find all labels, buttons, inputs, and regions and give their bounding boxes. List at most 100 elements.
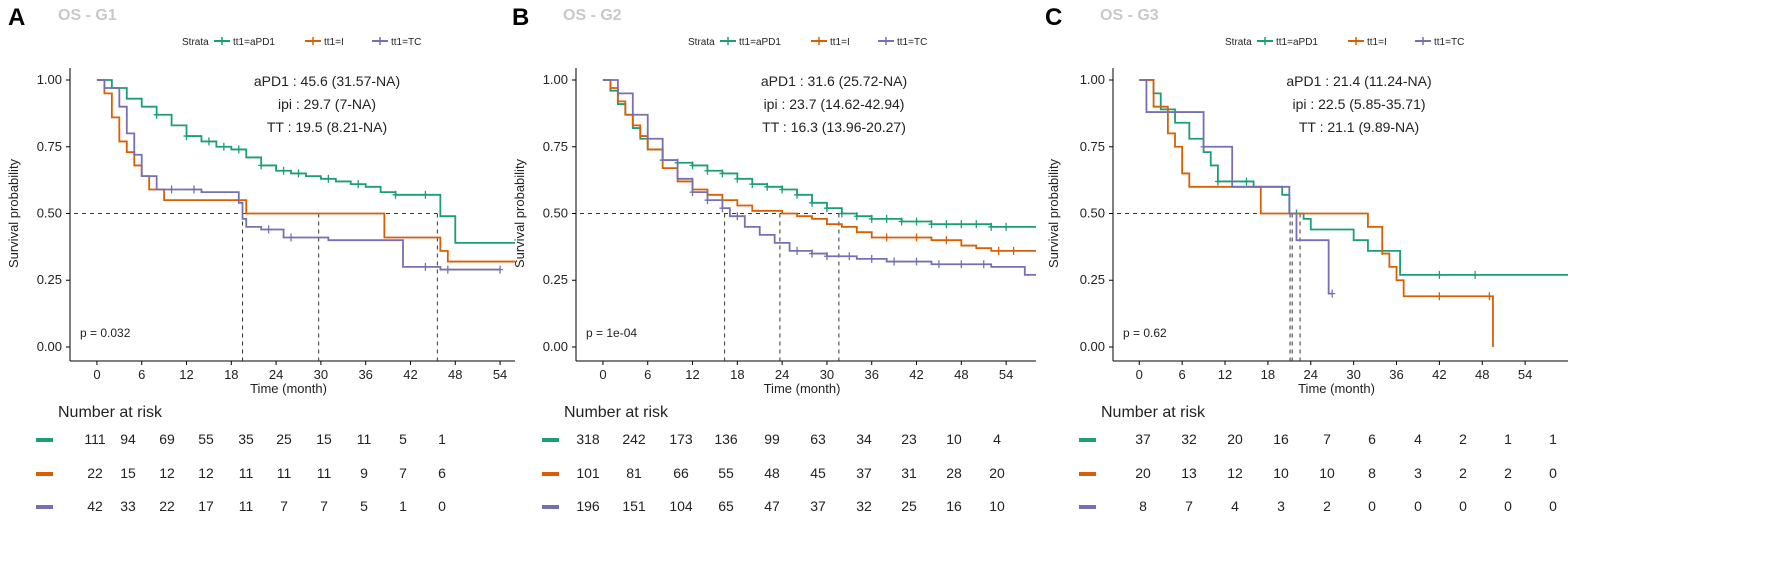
risk-value: 7 <box>1323 431 1331 447</box>
risk-value: 5 <box>399 431 407 447</box>
series-tt1-tc <box>96 79 504 274</box>
y-tick-label: 0.00 <box>543 339 568 354</box>
x-tick-label: 12 <box>179 367 193 382</box>
risk-value: 12 <box>198 465 214 481</box>
risk-value: 12 <box>159 465 175 481</box>
x-tick-label: 36 <box>864 367 878 382</box>
risk-value: 15 <box>120 465 136 481</box>
risk-value: 47 <box>764 498 780 514</box>
y-axis-title: Survival probability <box>512 158 527 268</box>
risk-value: 9 <box>360 465 368 481</box>
x-tick-label: 18 <box>1261 367 1275 382</box>
legend-label-tt1-apd1: tt1=aPD1 <box>1276 37 1318 48</box>
risk-value: 42 <box>87 498 103 514</box>
x-tick-label: 48 <box>954 367 968 382</box>
risk-value: 55 <box>198 431 214 447</box>
panel-letter: C <box>1045 4 1062 31</box>
risk-value: 16 <box>1273 431 1289 447</box>
risk-value: 2 <box>1459 431 1467 447</box>
risk-row-color-key <box>1079 505 1096 509</box>
risk-value: 0 <box>1459 498 1467 514</box>
risk-table-title: Number at risk <box>564 404 669 421</box>
risk-row-color-key <box>542 438 559 442</box>
risk-value: 0 <box>1549 465 1557 481</box>
risk-row-color-key <box>542 505 559 509</box>
panel-letter: B <box>512 4 529 31</box>
risk-value: 35 <box>238 431 254 447</box>
risk-value: 10 <box>1273 465 1289 481</box>
risk-value: 6 <box>438 465 446 481</box>
series-tt1-i <box>1139 79 1494 347</box>
median-annotation: ipi : 22.5 (5.85-35.71) <box>1292 96 1425 112</box>
p-value: p = 0.62 <box>1123 326 1167 340</box>
risk-value: 4 <box>1231 498 1239 514</box>
risk-value: 16 <box>946 498 962 514</box>
y-tick-label: 0.50 <box>543 206 568 221</box>
x-tick-label: 24 <box>269 367 283 382</box>
median-annotation: TT : 19.5 (8.21-NA) <box>267 119 387 135</box>
risk-value: 10 <box>1319 465 1335 481</box>
risk-value: 23 <box>901 431 917 447</box>
legend-label-tt1-tc: tt1=TC <box>897 37 927 48</box>
risk-value: 32 <box>856 498 872 514</box>
median-annotation: TT : 16.3 (13.96-20.27) <box>762 119 906 135</box>
risk-value: 1 <box>1504 431 1512 447</box>
x-tick-label: 24 <box>1304 367 1318 382</box>
risk-value: 22 <box>159 498 175 514</box>
survival-curve-tc <box>96 79 501 271</box>
risk-value: 81 <box>626 465 642 481</box>
risk-value: 34 <box>856 431 872 447</box>
risk-value: 10 <box>989 498 1005 514</box>
risk-table-title: Number at risk <box>1101 404 1206 421</box>
risk-value: 7 <box>1185 498 1193 514</box>
x-tick-label: 42 <box>1432 367 1446 382</box>
x-tick-label: 24 <box>775 367 789 382</box>
x-axis-title: Time (month) <box>1298 381 1375 396</box>
risk-value: 11 <box>317 465 332 481</box>
risk-value: 20 <box>1135 465 1151 481</box>
risk-value: 0 <box>1504 498 1512 514</box>
risk-value: 22 <box>87 465 103 481</box>
y-tick-label: 0.75 <box>37 139 62 154</box>
risk-value: 0 <box>1414 498 1422 514</box>
risk-value: 7 <box>399 465 407 481</box>
risk-value: 25 <box>276 431 292 447</box>
risk-value: 242 <box>622 431 646 447</box>
legend-title: Strata <box>688 37 715 48</box>
x-tick-label: 6 <box>1179 367 1186 382</box>
y-tick-label: 0.00 <box>37 339 62 354</box>
risk-value: 11 <box>239 498 254 514</box>
risk-value: 3 <box>1414 465 1422 481</box>
legend-title: Strata <box>182 37 209 48</box>
series-tt1-i <box>96 79 515 263</box>
panel-title: OS - G2 <box>563 7 622 24</box>
panel-c: C OS - G3 Strata tt1=aPD1 tt1=I tt1=TC 0.00 0.2… <box>1045 4 1568 514</box>
median-annotation: TT : 21.1 (9.89-NA) <box>1299 119 1419 135</box>
risk-value: 101 <box>576 465 600 481</box>
panel-a: A OS - G1 Strata tt1=aPD1 tt1=I tt1=TC 0.00 0.2… <box>6 4 515 514</box>
x-tick-label: 6 <box>138 367 145 382</box>
x-tick-label: 0 <box>599 367 606 382</box>
legend: Strata tt1=aPD1 tt1=I tt1=TC <box>1225 37 1464 48</box>
risk-value: 13 <box>1181 465 1197 481</box>
risk-value: 17 <box>198 498 214 514</box>
risk-value: 111 <box>84 431 105 447</box>
risk-value: 0 <box>1549 498 1557 514</box>
risk-row-color-key <box>1079 472 1096 476</box>
risk-value: 11 <box>357 431 372 447</box>
risk-value: 8 <box>1368 465 1376 481</box>
risk-value: 69 <box>159 431 175 447</box>
y-tick-label: 0.00 <box>1080 339 1105 354</box>
y-tick-label: 0.75 <box>543 139 568 154</box>
legend-label-tt1-i: tt1=I <box>1367 37 1387 48</box>
legend-label-tt1-apd1: tt1=aPD1 <box>739 37 781 48</box>
risk-value: 7 <box>320 498 328 514</box>
risk-value: 1 <box>1549 431 1557 447</box>
risk-value: 173 <box>669 431 693 447</box>
risk-value: 25 <box>901 498 917 514</box>
risk-value: 3 <box>1277 498 1285 514</box>
risk-value: 11 <box>277 465 292 481</box>
x-tick-label: 30 <box>1346 367 1360 382</box>
risk-value: 10 <box>946 431 962 447</box>
